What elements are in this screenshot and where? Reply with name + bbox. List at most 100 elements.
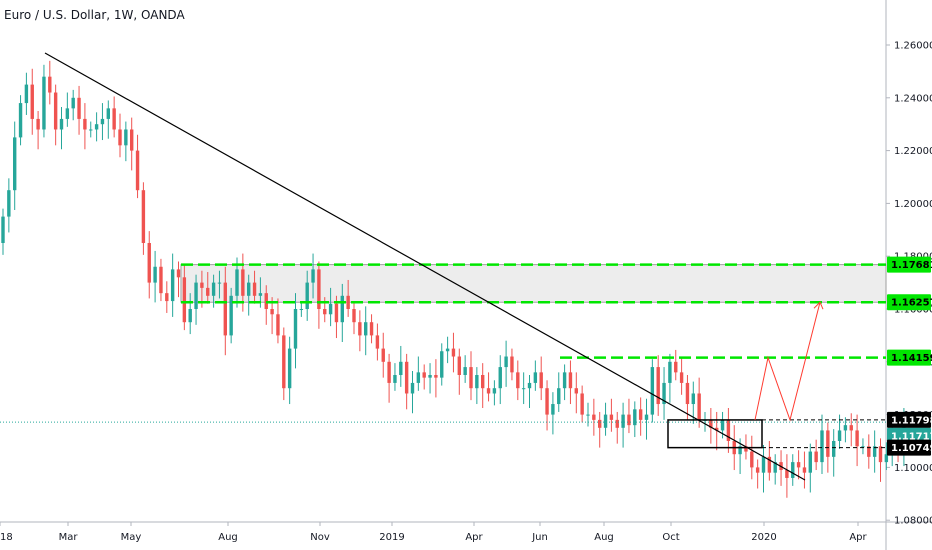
candle-body	[668, 361, 672, 383]
candle-body	[440, 351, 444, 378]
candle-body	[884, 454, 889, 463]
candle-body	[24, 84, 29, 104]
candle-body	[551, 404, 555, 415]
candle-body	[621, 414, 625, 428]
candle-body	[755, 467, 760, 473]
candle-body	[428, 375, 432, 378]
candle-body	[182, 277, 187, 323]
candle-body	[638, 409, 643, 420]
tag-last-price-label: 1.11717	[891, 431, 932, 442]
candle-body	[592, 414, 596, 420]
candle-body	[106, 108, 110, 119]
candle-body	[679, 372, 684, 383]
candle-body	[744, 446, 748, 452]
candle-body	[118, 129, 122, 146]
candle-body	[832, 441, 836, 457]
candle-body	[498, 367, 502, 389]
candle-body	[457, 356, 461, 375]
tag-target-label: 1.14159	[891, 353, 932, 364]
candle-body	[206, 287, 210, 296]
chart-title: Euro / U.S. Dollar, 1W, OANDA	[4, 8, 185, 22]
candle-body	[422, 372, 426, 378]
candle-body	[481, 375, 485, 389]
candle-body	[223, 282, 227, 336]
candle-body	[258, 293, 263, 296]
candle-body	[796, 462, 801, 468]
tag-range-bottom: 1.10749	[887, 439, 932, 456]
candle-body	[826, 430, 830, 457]
candle-body	[48, 76, 52, 93]
candle-body	[30, 84, 34, 119]
time-tick-label: Mar	[59, 532, 79, 543]
time-tick-label: 18	[0, 532, 13, 543]
candle-body	[410, 382, 415, 394]
candle-body	[141, 190, 146, 243]
candle-body	[340, 295, 344, 323]
candle-body	[200, 282, 204, 288]
tag-zone-bottom-bg	[887, 294, 931, 311]
candle-body	[334, 303, 339, 323]
candle-body	[276, 314, 280, 336]
candle-body	[323, 309, 327, 315]
candle-body	[773, 462, 777, 473]
candle-body	[469, 367, 473, 389]
zone-rect	[180, 264, 887, 303]
candle-body	[217, 282, 222, 284]
candle-body	[83, 118, 87, 130]
tag-range-bottom-bg	[887, 439, 931, 456]
candle-body	[598, 419, 602, 428]
tag-zone-top: 1.17681	[887, 256, 932, 273]
time-tick-label: Apr	[849, 532, 867, 543]
candle-body	[112, 108, 116, 130]
candle-body	[165, 293, 169, 302]
candle-body	[135, 150, 140, 191]
candle-body	[393, 375, 397, 383]
candle-body	[791, 462, 795, 478]
time-tick-label: 2020	[751, 532, 776, 543]
tag-range-top-bg	[887, 411, 931, 428]
candle-body	[282, 335, 286, 389]
candle-body	[7, 190, 11, 217]
candle-body	[609, 414, 614, 420]
candle-body	[328, 303, 333, 315]
candles[interactable]	[1, 60, 906, 498]
candle-body	[241, 269, 245, 296]
resistance-zone[interactable]	[180, 264, 887, 303]
candle-body	[861, 446, 865, 448]
candle-body	[36, 118, 40, 130]
tag-zone-top-bg	[887, 256, 931, 273]
candle-body	[633, 409, 637, 426]
candle-body	[445, 348, 450, 352]
candle-body	[65, 108, 70, 119]
candle-body	[527, 382, 532, 389]
candle-body	[685, 382, 690, 405]
tag-target: 1.14159	[887, 349, 932, 366]
candle-body	[533, 372, 538, 383]
candle-body	[451, 348, 456, 357]
candle-body	[837, 430, 842, 441]
candle-body	[726, 419, 731, 441]
candle-body	[235, 269, 239, 296]
drawings[interactable]	[0, 52, 886, 481]
tag-range-top: 1.11798	[887, 411, 932, 428]
candle-body	[545, 388, 549, 415]
candle-body	[855, 430, 859, 447]
candle-body	[416, 372, 421, 383]
candle-body	[843, 425, 848, 431]
candle-body	[720, 419, 725, 431]
candle-body	[311, 269, 315, 283]
candle-body	[510, 356, 514, 373]
candle-body	[615, 419, 619, 428]
tag-zone-top-label: 1.17681	[891, 260, 932, 271]
candle-body	[358, 322, 362, 336]
time-axis[interactable]: 18 Mar May Aug Nov 2019 Apr Jun Aug Oct 2020 Apr	[0, 522, 868, 543]
candle-body	[375, 335, 380, 349]
time-tick-label: Aug	[218, 532, 238, 543]
candle-body	[463, 367, 467, 375]
candle-body	[77, 97, 81, 119]
candle-body	[1, 216, 5, 243]
candle-body	[715, 427, 719, 431]
candle-body	[42, 76, 46, 130]
candle-body	[808, 451, 812, 473]
